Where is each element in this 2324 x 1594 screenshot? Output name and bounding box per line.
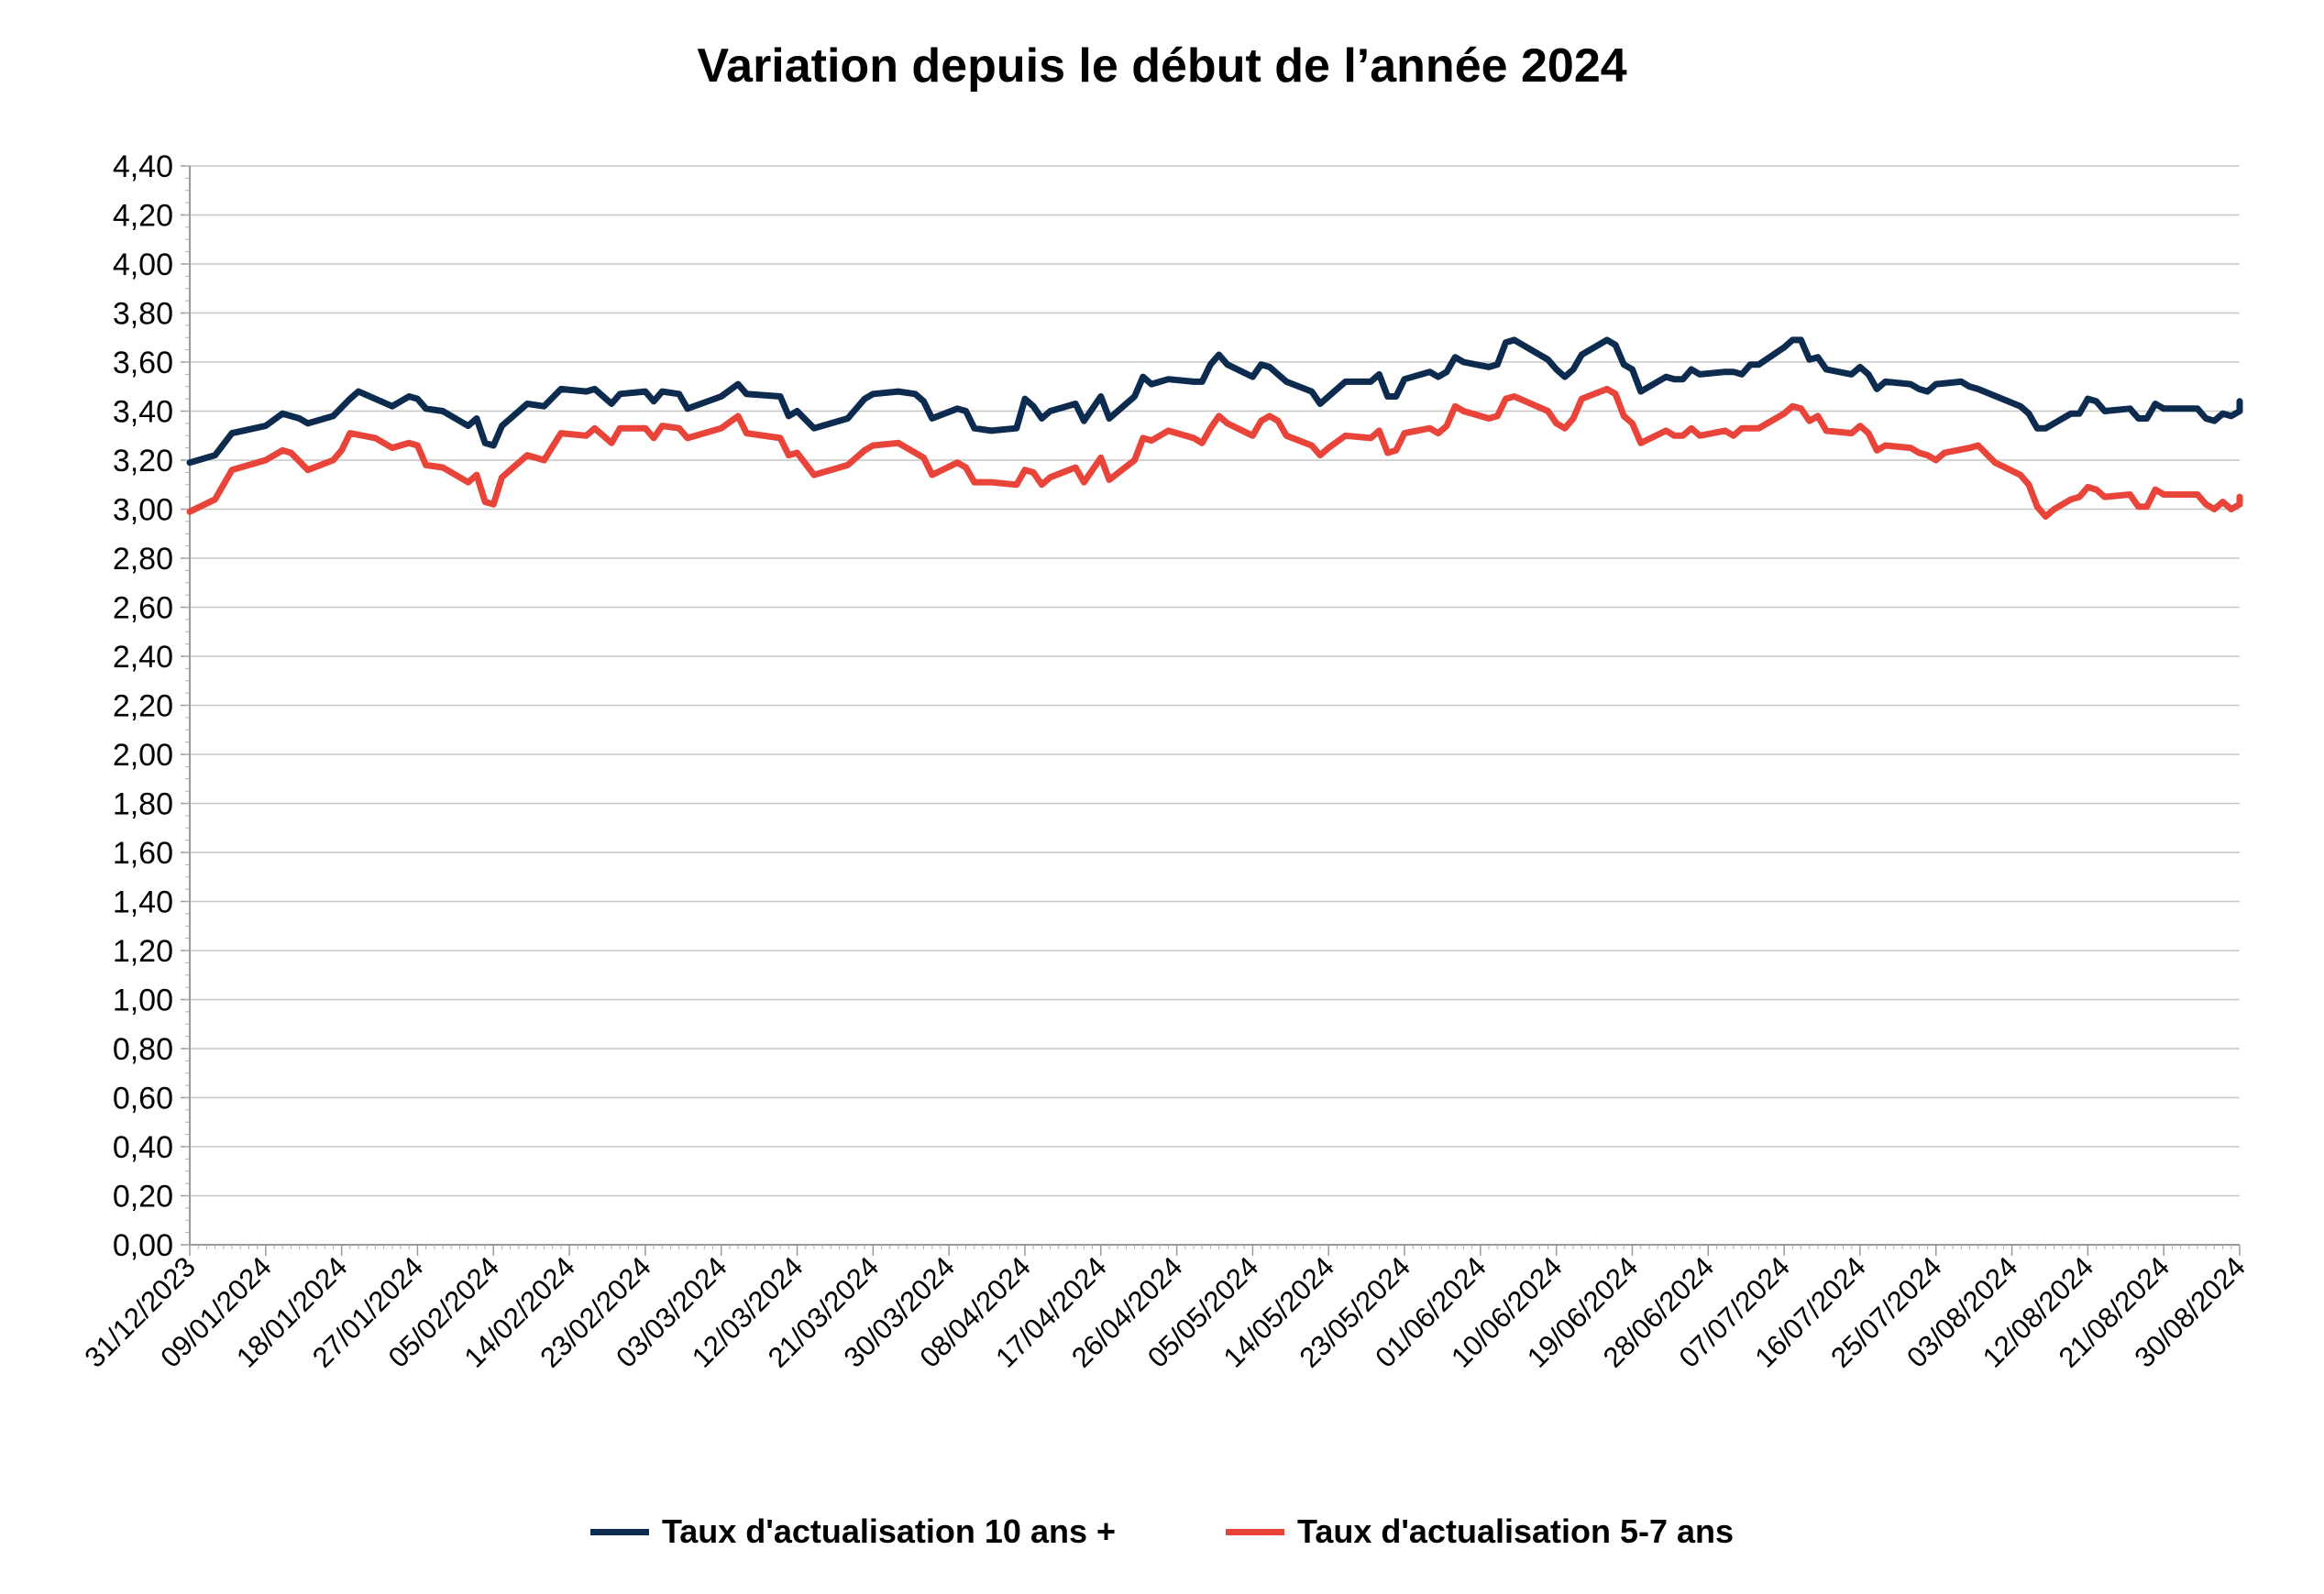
series-line-2 <box>186 385 2243 520</box>
y-tick-label: 3,80 <box>113 297 173 332</box>
y-tick-label: 0,20 <box>113 1180 173 1215</box>
series-line-1 <box>186 336 2243 467</box>
y-tick-label: 0,60 <box>113 1082 173 1116</box>
y-tick-label: 3,00 <box>113 493 173 528</box>
y-tick-label: 3,40 <box>113 395 173 430</box>
y-tick-label: 2,00 <box>113 738 173 773</box>
y-tick-label: 1,80 <box>113 787 173 822</box>
y-tick-label: 3,20 <box>113 444 173 478</box>
y-tick-label: 1,60 <box>113 836 173 871</box>
legend-item-series-1: Taux d'actualisation 10 ans + <box>589 1512 1117 1551</box>
y-tick-label: 0,40 <box>113 1130 173 1165</box>
y-tick-label: 4,20 <box>113 199 173 234</box>
legend-item-series-2: Taux d'actualisation 5-7 ans <box>1226 1512 1734 1551</box>
y-tick-label: 1,00 <box>113 984 173 1018</box>
legend-label-5-7-ans: Taux d'actualisation 5-7 ans <box>1297 1512 1735 1550</box>
series-lines <box>186 336 2243 520</box>
y-tick-label: 3,60 <box>113 346 173 380</box>
gridlines <box>190 165 2240 1197</box>
y-tick-label: 4,00 <box>113 247 173 282</box>
y-tick-label: 1,20 <box>113 934 173 969</box>
y-tick-label: 2,60 <box>113 591 173 626</box>
y-tick-label: 0,00 <box>113 1228 173 1263</box>
tick-labels: 0,00 0,20 0,40 0,60 0,80 1,00 1,20 1,40 1,60 1,80… <box>78 149 2251 1374</box>
y-tick-label: 2,80 <box>113 542 173 577</box>
y-tick-label: 2,40 <box>113 640 173 675</box>
y-tick-label: 0,80 <box>113 1032 173 1067</box>
chart-title: Variation depuis le début de l’année 202… <box>697 39 1627 93</box>
y-tick-label: 2,20 <box>113 689 173 724</box>
legend-swatch-10-ans <box>589 1528 649 1535</box>
legend-label-10-ans: Taux d'actualisation 10 ans + <box>661 1512 1117 1550</box>
axes <box>181 165 2241 1256</box>
y-tick-label: 4,40 <box>113 149 173 184</box>
y-tick-label: 1,40 <box>113 885 173 920</box>
legend-swatch-5-7-ans <box>1226 1528 1285 1535</box>
legend: Taux d'actualisation 10 ans + Taux d'act… <box>0 1512 2324 1551</box>
